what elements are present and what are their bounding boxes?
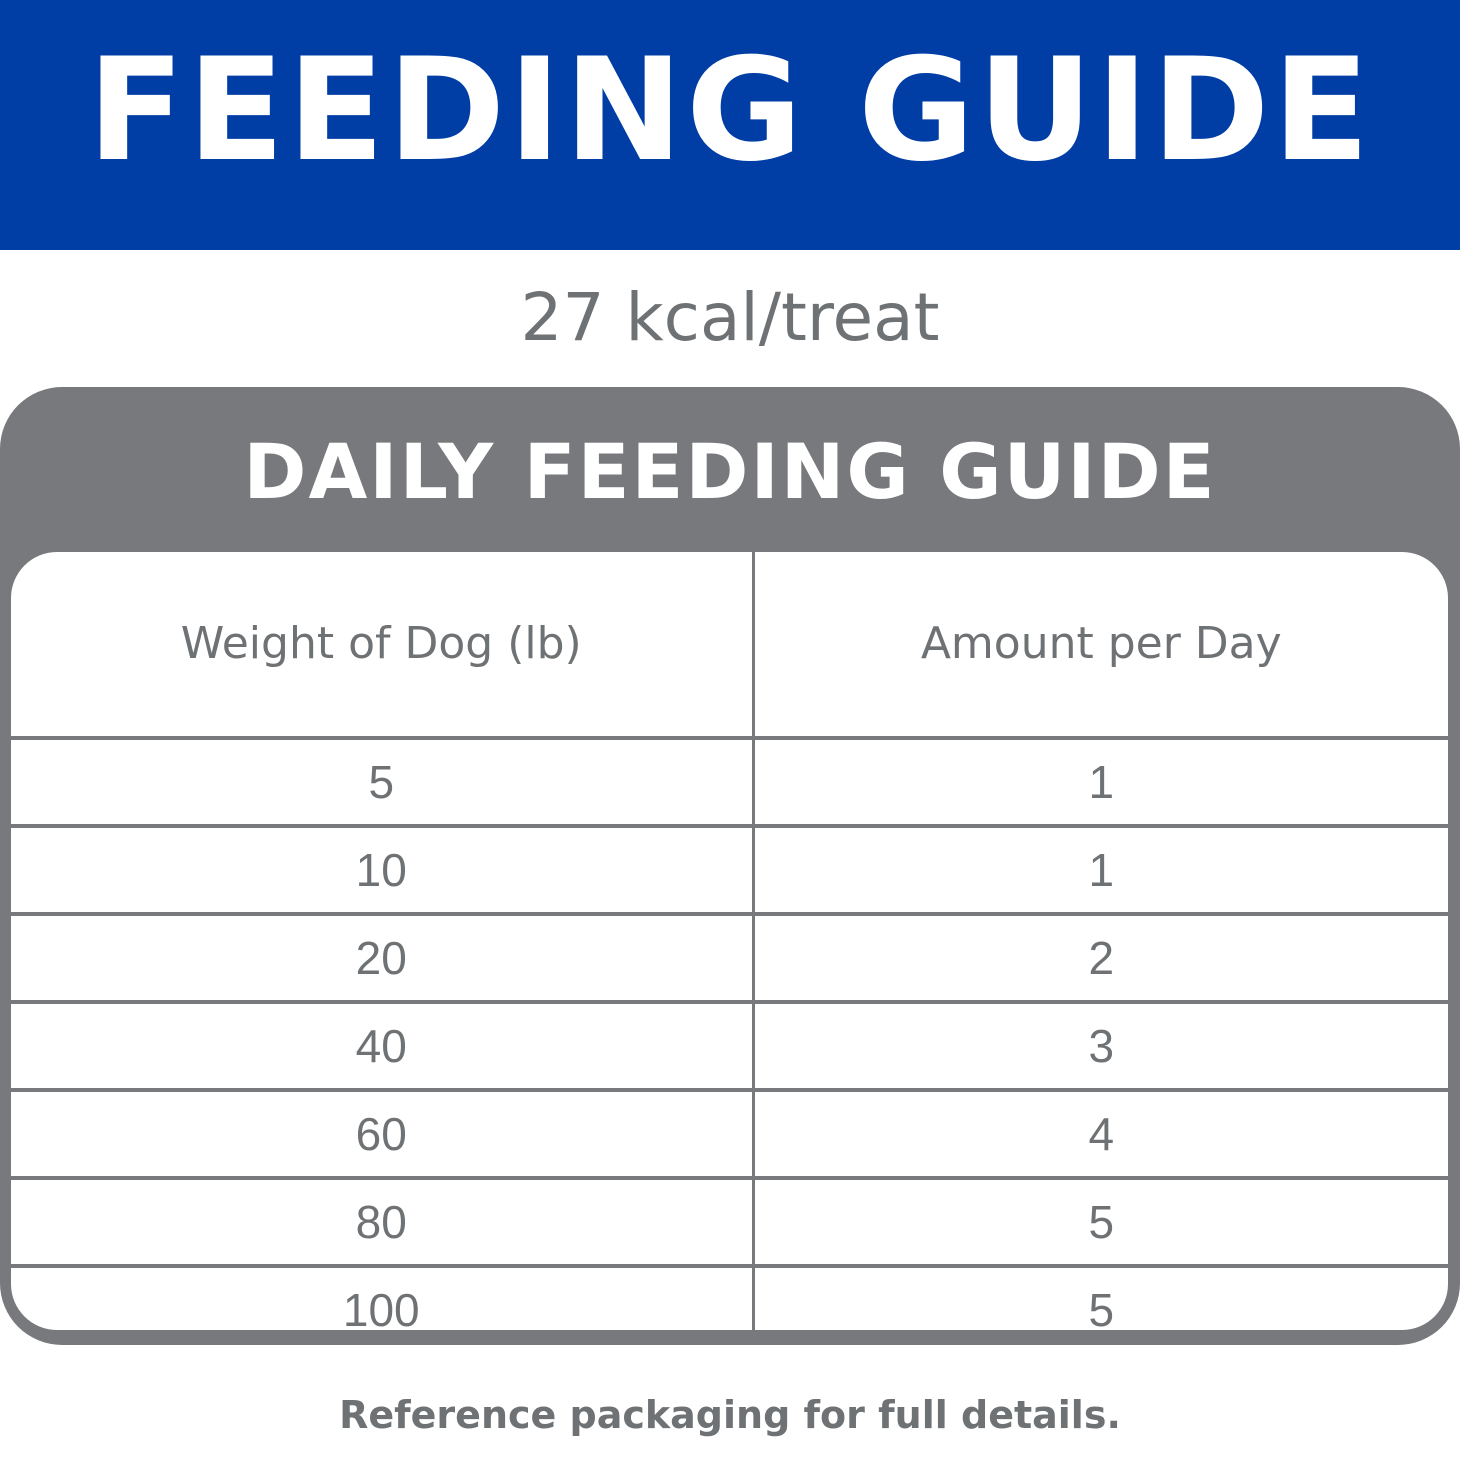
table-row: 5 1 — [11, 738, 1448, 826]
calorie-info: 27 kcal/treat — [520, 279, 940, 356]
amount-cell: 4 — [753, 1088, 1448, 1178]
amount-cell: 5 — [753, 1264, 1448, 1330]
amount-cell: 2 — [753, 912, 1448, 1002]
feeding-table: Weight of Dog (lb) Amount per Day 5 1 10… — [11, 552, 1448, 1330]
weight-cell: 80 — [11, 1176, 755, 1266]
weight-cell: 40 — [11, 1000, 755, 1090]
table-row: 10 1 — [11, 824, 1448, 914]
table-row: 80 5 — [11, 1176, 1448, 1266]
amount-cell: 1 — [753, 824, 1448, 914]
amount-cell: 1 — [1088, 756, 1115, 808]
feeding-table-container: Weight of Dog (lb) Amount per Day 5 1 10… — [11, 552, 1448, 1330]
footer-note: Reference packaging for full details. — [339, 1393, 1121, 1437]
table-row: 60 4 — [11, 1088, 1448, 1178]
amount-cell: 5 — [753, 1176, 1448, 1266]
amount-cell: 3 — [753, 1000, 1448, 1090]
table-header-row: Weight of Dog (lb) Amount per Day — [11, 552, 1448, 740]
weight-cell: 5 — [11, 738, 755, 826]
weight-cell: 100 — [11, 1264, 755, 1330]
column-header-weight: Weight of Dog (lb) — [11, 552, 755, 740]
weight-cell: 20 — [11, 912, 755, 1002]
daily-feeding-card: DAILY FEEDING GUIDE Weight of Dog (lb) A… — [0, 387, 1460, 1345]
table-row: 40 3 — [11, 1000, 1448, 1090]
table-row: 20 2 — [11, 912, 1448, 1002]
weight-cell: 10 — [11, 824, 755, 914]
table-row: 100 5 — [11, 1264, 1448, 1330]
card-title: DAILY FEEDING GUIDE — [243, 427, 1217, 516]
page-title: FEEDING GUIDE — [87, 28, 1373, 193]
header-banner: FEEDING GUIDE — [0, 0, 1460, 250]
column-header-amount: Amount per Day — [753, 552, 1448, 740]
weight-cell: 60 — [11, 1088, 755, 1178]
